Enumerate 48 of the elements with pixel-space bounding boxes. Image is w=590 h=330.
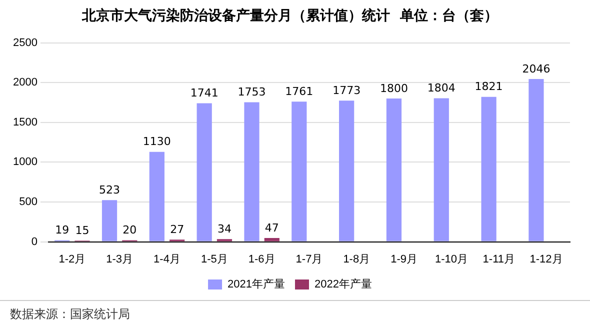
data-label: 1130 — [142, 135, 171, 148]
data-label: 523 — [99, 184, 120, 197]
data-label: 15 — [75, 224, 90, 237]
source-note: 数据来源：国家统计局 — [10, 306, 130, 323]
legend-label: 2021年产量 — [228, 278, 286, 291]
x-tick-label: 1-9月 — [390, 253, 418, 266]
data-label: 1804 — [427, 82, 456, 95]
y-tick-label: 2000 — [12, 76, 38, 89]
data-label: 20 — [122, 224, 137, 237]
data-label: 19 — [55, 224, 70, 237]
data-label: 47 — [264, 221, 279, 234]
x-tick-label: 1-6月 — [248, 253, 276, 266]
x-tick-label: 1-7月 — [296, 253, 323, 266]
data-label: 2046 — [522, 62, 550, 76]
x-tick-label: 1-12月 — [530, 253, 563, 266]
x-tick-label: 1-11月 — [482, 253, 515, 266]
bar — [196, 103, 212, 242]
x-tick-label: 1-4月 — [154, 253, 180, 266]
x-tick-label: 1-8月 — [343, 253, 370, 266]
data-label: 1761 — [285, 84, 314, 98]
bar — [292, 102, 307, 242]
x-tick-label: 1-2月 — [58, 253, 86, 266]
y-tick-label: 500 — [19, 196, 38, 208]
bar — [339, 100, 354, 242]
bar — [244, 102, 260, 242]
bar — [102, 200, 118, 242]
data-label: 1821 — [474, 80, 503, 94]
data-label: 27 — [170, 223, 184, 236]
bar — [528, 78, 544, 242]
bar — [149, 152, 164, 242]
data-label: 34 — [217, 222, 232, 236]
bar — [434, 98, 449, 242]
data-label: 1741 — [190, 86, 218, 100]
data-label: 1773 — [332, 84, 361, 98]
bar — [386, 98, 402, 242]
data-label: 1753 — [238, 86, 266, 99]
x-tick-label: 1-5月 — [200, 253, 228, 266]
y-tick-label: 0 — [31, 236, 38, 248]
data-label: 1800 — [380, 82, 408, 95]
bar — [481, 96, 496, 242]
y-tick-label: 1000 — [12, 156, 38, 168]
y-tick-label: 2500 — [12, 36, 38, 49]
x-tick-label: 1-10月 — [434, 253, 468, 266]
legend-label: 2022年产量 — [314, 278, 372, 291]
y-tick-label: 1500 — [12, 116, 38, 128]
x-tick-label: 1-3月 — [106, 253, 134, 266]
chart-title: 北京市大气污染防治设备产量分月（累计值）统计 单位：台（套） — [81, 7, 498, 24]
bar — [264, 238, 280, 242]
